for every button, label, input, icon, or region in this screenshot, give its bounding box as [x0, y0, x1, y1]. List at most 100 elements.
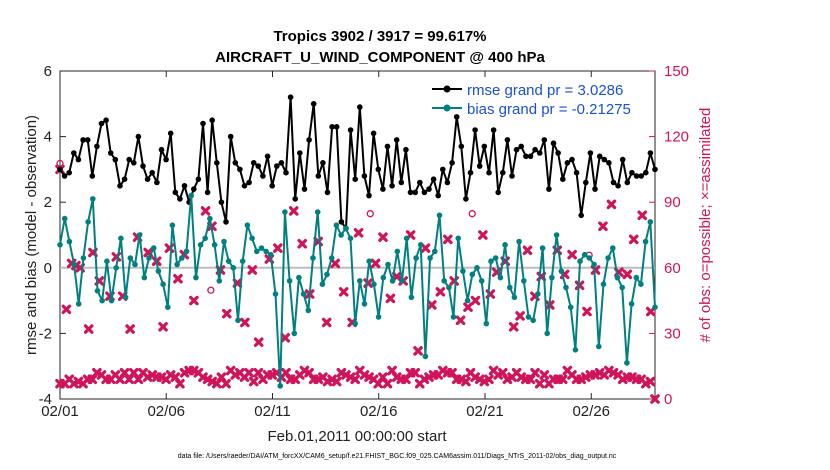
obs-assimilated-marker	[273, 243, 283, 253]
bias-point	[610, 245, 616, 251]
bias-point	[286, 278, 293, 284]
rmse-point	[214, 160, 220, 166]
rmse-point	[606, 160, 612, 166]
obs-assimilated-marker	[508, 322, 519, 332]
bias-point	[624, 360, 630, 366]
rmse-point	[398, 179, 405, 186]
bias-point	[296, 274, 302, 281]
rmse-point	[560, 176, 566, 182]
obs-assimilated-marker	[338, 287, 349, 297]
x-tick-label: 02/26	[572, 403, 610, 420]
bias-point	[71, 261, 77, 268]
obs-assimilated-marker	[443, 234, 453, 245]
rmse-point	[569, 156, 575, 163]
obs-assimilated-marker	[530, 367, 540, 378]
y-right-tick-label: 150	[664, 63, 689, 80]
rmse-point	[232, 160, 239, 166]
bias-point	[99, 297, 105, 304]
bias-point	[436, 212, 443, 219]
bias-point	[628, 301, 635, 307]
rmse-point	[573, 169, 580, 176]
rmse-point	[435, 192, 442, 199]
obs-possible-marker	[56, 159, 64, 168]
rmse-point	[172, 189, 179, 196]
rmse-point	[287, 94, 294, 100]
obs-assimilated-marker	[420, 243, 431, 253]
bias-point	[239, 258, 246, 265]
bias-point	[478, 278, 485, 284]
obs-assimilated-marker	[378, 232, 388, 242]
rmse-point	[347, 127, 354, 133]
rmse-point	[458, 143, 465, 150]
bias-point	[474, 265, 480, 271]
bias-point	[263, 248, 269, 255]
rmse-point	[333, 124, 340, 130]
rmse-point	[555, 150, 561, 156]
obs-assimilated-marker	[650, 394, 660, 404]
rmse-point	[89, 173, 96, 179]
rmse-point	[592, 186, 598, 192]
bias-point	[169, 222, 176, 228]
rmse-point	[121, 176, 128, 182]
x-axis: 02/01 02/06 02/11 02/16 02/21 02/26	[41, 71, 610, 420]
bias-point	[399, 278, 405, 284]
bias-point	[577, 258, 583, 265]
obs-assimilated-marker	[173, 273, 183, 284]
rmse-point	[476, 163, 483, 169]
x-axis-label: Feb.01,2011 00:00:00 start	[267, 428, 447, 445]
obs-assimilated-marker	[125, 324, 135, 334]
bias-point	[553, 232, 560, 238]
rmse-point	[80, 137, 86, 143]
rmse-point	[260, 173, 266, 179]
bias-point	[633, 274, 640, 281]
bias-series	[57, 192, 658, 389]
rmse-point	[481, 143, 488, 150]
bias-point	[558, 268, 565, 274]
bias-point	[150, 245, 157, 251]
rmse-point	[112, 156, 119, 163]
rmse-point	[126, 156, 132, 163]
bias-point	[253, 248, 260, 255]
rmse-point	[66, 169, 72, 176]
chart-subtitle: AIRCRAFT_U_WIND_COMPONENT @ 400 hPa	[215, 49, 545, 66]
obs-assimilated-marker	[637, 210, 648, 221]
bias-point	[460, 268, 466, 274]
rmse-point	[352, 176, 359, 182]
rmse-point	[467, 169, 474, 176]
rmse-point	[320, 160, 326, 166]
obs-assimilated-marker	[427, 300, 437, 310]
bias-point	[539, 245, 546, 251]
bias-point	[300, 291, 307, 297]
bias-point	[225, 258, 232, 265]
y-tick-label: 0	[44, 260, 52, 277]
rmse-point	[417, 179, 423, 186]
rmse-point	[310, 101, 317, 107]
obs-assimilated-marker	[534, 378, 545, 389]
y-axis-label: rmse and bias (model - observation)	[23, 115, 40, 355]
obs-assimilated-marker	[567, 249, 577, 260]
bias-point	[155, 268, 162, 274]
bias-point	[235, 317, 241, 324]
chart-title: Tropics 3902 / 3917 = 99.617%	[273, 28, 486, 45]
bias-point	[516, 238, 522, 245]
obs-possible-marker	[366, 210, 374, 218]
rmse-point	[403, 146, 409, 153]
bias-point	[413, 255, 419, 261]
bias-point	[530, 317, 536, 324]
bias-point	[572, 347, 579, 353]
rmse-point	[440, 166, 446, 173]
rmse-point	[163, 156, 169, 163]
legend-rmse-marker	[443, 85, 451, 93]
bias-point	[638, 281, 644, 288]
rmse-point	[527, 153, 534, 160]
bias-point	[375, 314, 382, 320]
bias-point	[118, 235, 124, 242]
rmse-point	[615, 183, 621, 189]
y-tick-label: 4	[44, 129, 52, 146]
bias-point	[146, 255, 152, 261]
obs-assimilated-marker	[61, 304, 72, 315]
rmse-point	[513, 146, 520, 153]
bias-point	[600, 281, 607, 288]
